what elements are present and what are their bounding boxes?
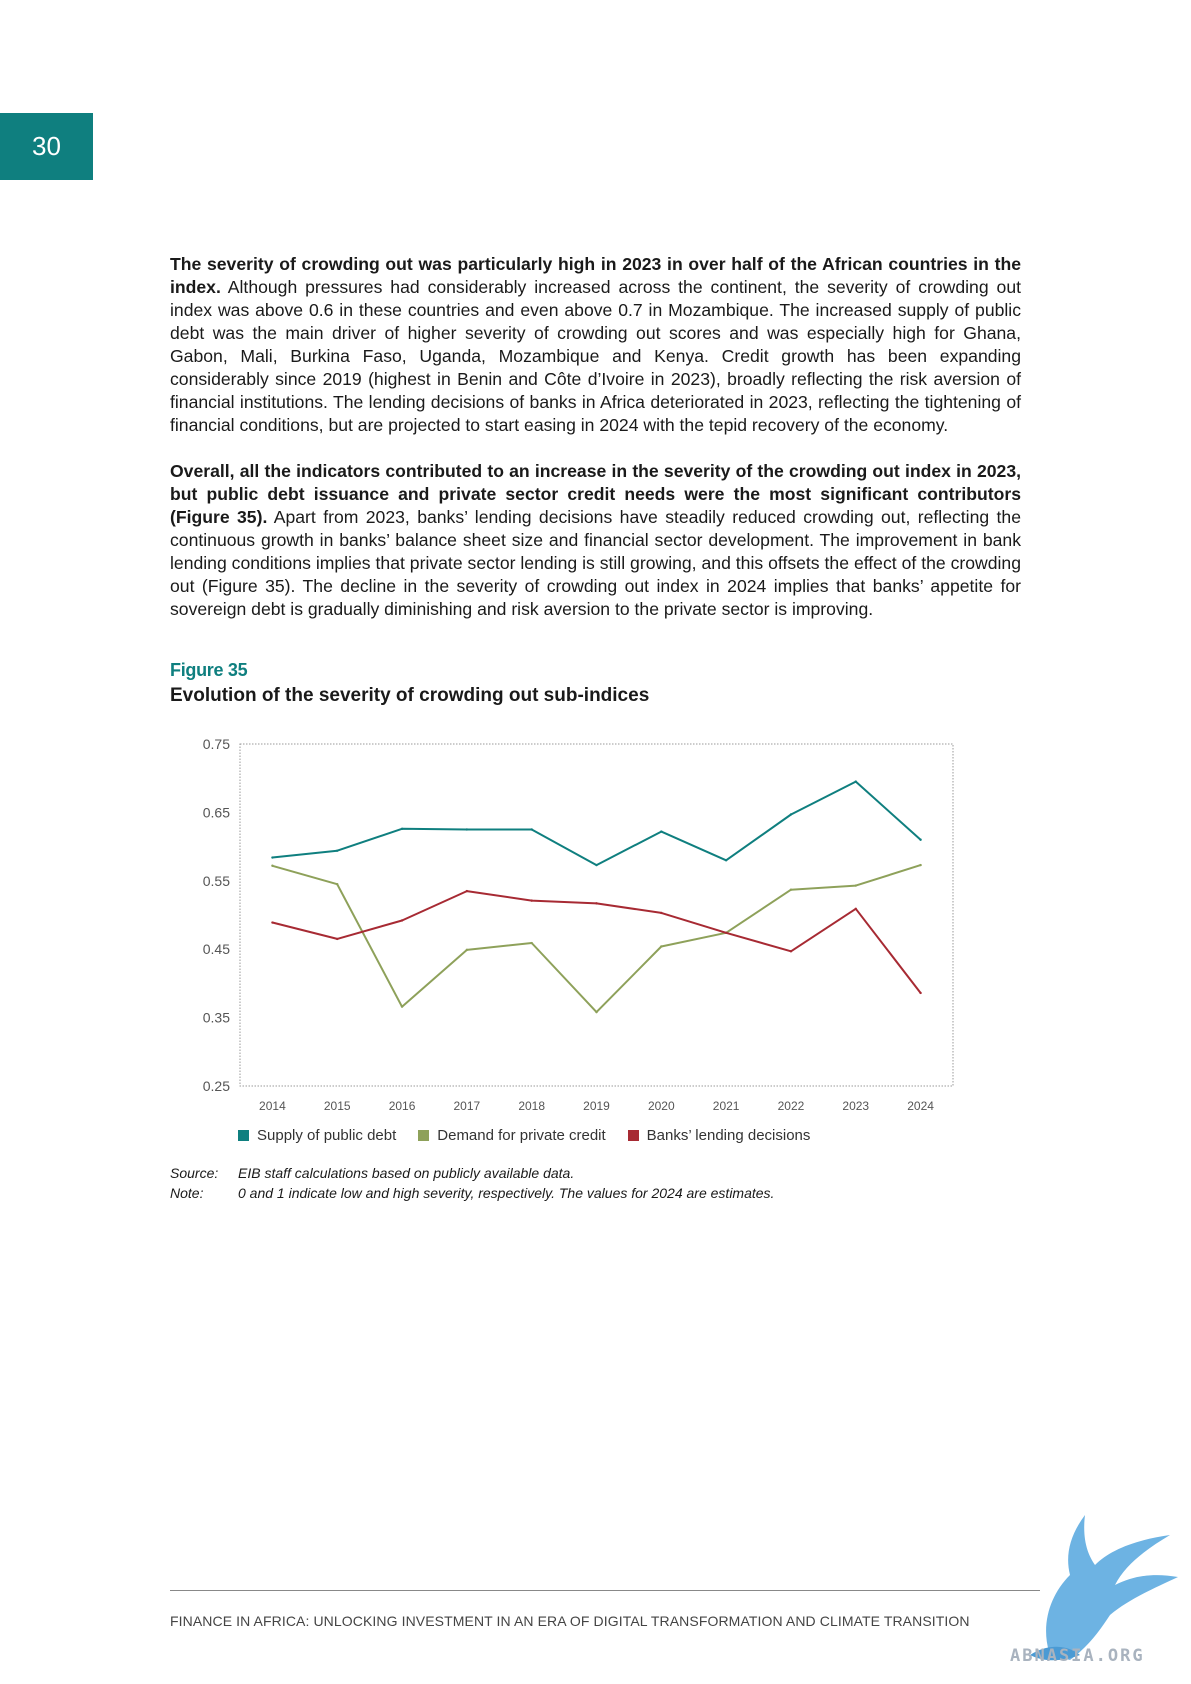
- figure-title: Evolution of the severity of crowding ou…: [170, 685, 650, 706]
- source-row: Source: EIB staff calculations based on …: [170, 1163, 774, 1183]
- series-line-1: [272, 864, 921, 1014]
- data-point: [530, 941, 533, 945]
- plot-frame: [239, 743, 954, 1087]
- y-tick-label: 0.75: [203, 736, 230, 752]
- y-tick-label: 0.55: [203, 873, 230, 889]
- data-point: [660, 830, 663, 833]
- note-text: 0 and 1 indicate low and high severity, …: [238, 1185, 775, 1201]
- data-point: [854, 884, 857, 887]
- legend-swatch-demand-private-credit: [418, 1130, 430, 1141]
- source-label: Source:: [170, 1165, 219, 1181]
- paragraph-2: Overall, all the indicators contributed …: [170, 460, 1021, 621]
- x-tick-label: 2017: [454, 1099, 481, 1113]
- figure-notes: Source: EIB staff calculations based on …: [170, 1163, 774, 1203]
- data-point: [660, 945, 663, 948]
- paragraph-1-body: Although pressures had considerably incr…: [170, 277, 1021, 435]
- legend-swatch-supply-public-debt: [238, 1130, 249, 1141]
- y-tick-label: 0.45: [203, 941, 230, 957]
- data-point: [400, 1005, 404, 1008]
- x-tick-label: 2018: [518, 1099, 545, 1113]
- legend-label-supply-public-debt: Supply of public debt: [257, 1127, 397, 1144]
- paragraph-1-lead: The severity of crowding out was particu…: [170, 254, 1021, 297]
- bird-logo-icon: [1030, 1515, 1178, 1661]
- legend-item-demand-private-credit: Demand for private credit: [418, 1127, 606, 1144]
- paragraph-1: The severity of crowding out was particu…: [170, 253, 1021, 437]
- data-point: [400, 827, 404, 831]
- data-point: [919, 991, 922, 995]
- data-point: [336, 937, 339, 941]
- legend-item-banks-lending-decisions: Banks’ lending decisions: [627, 1127, 811, 1144]
- line-chart: 0.75 0.65 0.55 0.45 0.35 0.25 2014 2015 2016 2017…: [170, 720, 970, 1155]
- footer-divider: [170, 1590, 1040, 1591]
- legend-label-banks-lending-decisions: Banks’ lending decisions: [646, 1127, 811, 1144]
- data-point: [789, 813, 793, 816]
- data-point: [789, 950, 793, 953]
- y-tick-label: 0.35: [203, 1010, 230, 1026]
- data-point: [336, 849, 339, 852]
- x-tick-label: 2023: [842, 1099, 869, 1113]
- footer-title: FINANCE IN AFRICA: UNLOCKING INVESTMENT …: [170, 1613, 970, 1629]
- paragraph-2-lead: Overall, all the indicators contributed …: [170, 461, 1021, 527]
- data-point: [465, 889, 469, 893]
- data-point: [595, 1010, 598, 1014]
- y-tick-label: 0.65: [203, 804, 230, 820]
- data-point: [660, 911, 663, 915]
- data-point: [595, 902, 598, 905]
- page-number: 30: [0, 113, 93, 180]
- data-point: [271, 864, 274, 867]
- x-tick-label: 2024: [907, 1099, 934, 1113]
- chart-legend: Supply of public debt Demand for private…: [238, 1127, 810, 1144]
- legend-item-supply-public-debt: Supply of public debt: [238, 1127, 396, 1144]
- y-tick-label: 0.25: [203, 1078, 230, 1094]
- data-point: [465, 948, 469, 952]
- figure-label: Figure 35: [170, 660, 248, 680]
- x-tick-label: 2022: [778, 1099, 805, 1113]
- paragraph-2-body: Apart from 2023, banks’ lending decision…: [170, 507, 1021, 619]
- data-point: [854, 907, 857, 911]
- data-point: [271, 856, 274, 859]
- x-tick-label: 2014: [259, 1099, 286, 1113]
- data-point: [919, 838, 922, 841]
- series-line-2: [272, 890, 922, 994]
- source-text: EIB staff calculations based on publicly…: [238, 1165, 575, 1181]
- data-point: [271, 921, 274, 924]
- x-tick-label: 2015: [324, 1099, 351, 1113]
- data-point: [724, 931, 728, 934]
- x-tick-label: 2021: [713, 1099, 740, 1113]
- data-point: [530, 828, 533, 831]
- data-point: [854, 780, 857, 783]
- data-point: [789, 888, 793, 891]
- data-point: [919, 863, 922, 867]
- watermark-text: ABNASIA.ORG: [1010, 1646, 1145, 1666]
- data-point: [595, 863, 598, 867]
- note-label: Note:: [170, 1185, 204, 1201]
- x-tick-label: 2016: [389, 1099, 416, 1113]
- data-point: [530, 899, 533, 902]
- x-tick-label: 2020: [648, 1099, 675, 1113]
- legend-label-demand-private-credit: Demand for private credit: [437, 1127, 606, 1144]
- data-point: [400, 919, 404, 922]
- data-point: [724, 859, 728, 862]
- x-tick-label: 2019: [583, 1099, 610, 1113]
- data-point: [465, 828, 469, 831]
- data-point: [336, 883, 339, 886]
- series-line-0: [272, 780, 922, 867]
- chart-canvas: 0.75 0.65 0.55 0.45 0.35 0.25 2014 2015 2016 2017…: [203, 736, 954, 1113]
- note-row: Note: 0 and 1 indicate low and high seve…: [170, 1183, 774, 1203]
- legend-swatch-banks-lending-decisions: [627, 1130, 639, 1141]
